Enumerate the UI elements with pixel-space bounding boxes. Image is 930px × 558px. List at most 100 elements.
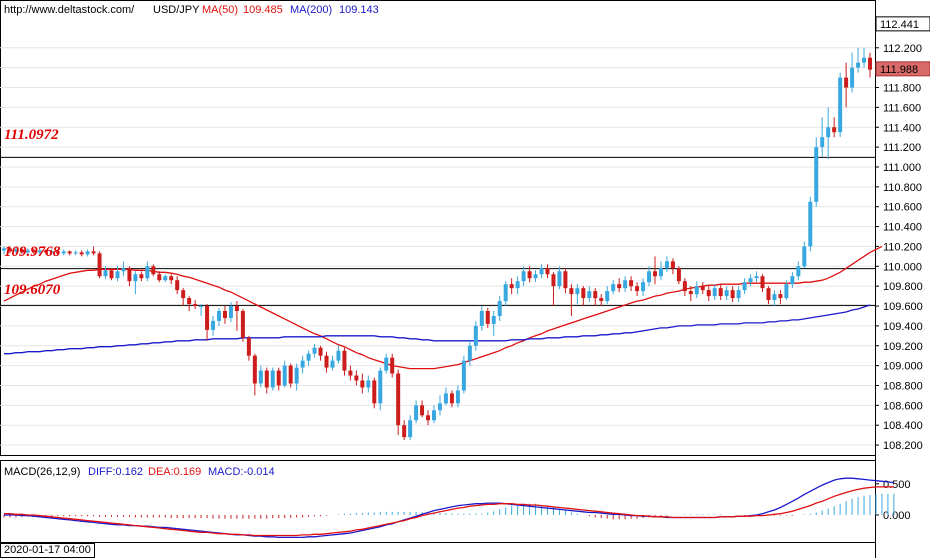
candle-body[interactable] [145,266,150,279]
candle-body[interactable] [509,284,514,289]
candle-body[interactable] [199,306,204,308]
candle-body[interactable] [754,276,759,279]
candle-body[interactable] [820,137,825,148]
candle-body[interactable] [545,268,550,275]
candle-body[interactable] [169,276,174,281]
candle-body[interactable] [862,57,867,63]
candle-body[interactable] [521,271,526,282]
candle-body[interactable] [414,405,419,421]
candle-body[interactable] [324,355,329,368]
candle-body[interactable] [342,350,347,371]
candle-body[interactable] [205,306,210,330]
candle-body[interactable] [742,282,747,291]
candle-body[interactable] [706,290,711,297]
candle-body[interactable] [682,281,687,292]
candle-body[interactable] [491,315,496,324]
candle-body[interactable] [240,310,245,338]
candle-body[interactable] [599,298,604,302]
candle-body[interactable] [730,290,735,299]
candle-body[interactable] [868,57,872,70]
candle-body[interactable] [712,288,717,297]
candle-body[interactable] [479,310,484,326]
candle-body[interactable] [181,290,186,299]
candle-body[interactable] [467,345,472,361]
candle-body[interactable] [390,357,395,374]
candle-body[interactable] [49,251,54,253]
candle-body[interactable] [37,250,42,253]
candle-body[interactable] [641,282,646,292]
candle-body[interactable] [264,370,269,388]
candle-body[interactable] [539,268,544,275]
candle-body[interactable] [408,420,413,438]
candle-body[interactable] [163,276,168,281]
candle-body[interactable] [300,360,305,368]
candle-body[interactable] [563,271,568,289]
candle-body[interactable] [844,77,849,88]
candle-body[interactable] [623,280,628,289]
candle-body[interactable] [724,290,729,297]
candle-body[interactable] [581,288,586,299]
candle-body[interactable] [557,271,562,287]
candle-body[interactable] [432,410,437,421]
candle-body[interactable] [605,291,610,302]
candle-body[interactable] [647,271,652,283]
candle-body[interactable] [772,294,777,301]
candle-body[interactable] [67,251,72,254]
candle-body[interactable] [814,147,819,202]
candle-body[interactable] [850,67,855,88]
candle-body[interactable] [694,286,699,295]
candle-body[interactable] [575,288,580,295]
candle-body[interactable] [79,252,84,255]
candle-body[interactable] [348,370,353,376]
candle-body[interactable] [503,284,508,302]
candle-body[interactable] [288,365,293,384]
candle-body[interactable] [151,266,156,275]
candle-body[interactable] [109,270,114,279]
candle-body[interactable] [802,246,807,267]
candle-body[interactable] [252,355,257,384]
candle-body[interactable] [420,405,425,416]
candle-body[interactable] [784,284,789,299]
candle-body[interactable] [778,294,783,299]
candle-body[interactable] [25,250,30,253]
candle-body[interactable] [718,288,723,297]
candle-body[interactable] [551,274,556,287]
candle-body[interactable] [13,249,18,252]
candle-body[interactable] [276,370,281,386]
candle-body[interactable] [658,268,663,277]
candle-body[interactable] [7,248,12,252]
candle-body[interactable] [766,288,771,301]
candle-body[interactable] [228,306,233,318]
candle-body[interactable] [760,276,765,289]
candle-body[interactable] [796,266,801,277]
candle-body[interactable] [103,270,108,277]
candle-body[interactable] [282,365,287,386]
candle-body[interactable] [2,248,6,251]
candle-body[interactable] [115,271,120,279]
candle-body[interactable] [455,390,460,404]
candle-body[interactable] [91,251,96,254]
candle-body[interactable] [396,373,401,426]
candle-body[interactable] [611,284,616,292]
candle-body[interactable] [217,310,222,321]
candle-body[interactable] [587,291,592,299]
candle-body[interactable] [402,425,407,438]
candle-body[interactable] [43,250,48,253]
candle-body[interactable] [826,127,831,138]
candle-body[interactable] [790,276,795,285]
candle-body[interactable] [700,286,705,291]
candle-body[interactable] [211,320,216,330]
candle-body[interactable] [384,357,389,371]
candle-body[interactable] [426,415,431,421]
candle-body[interactable] [97,253,102,277]
candle-body[interactable] [635,286,640,292]
candle-body[interactable] [193,304,198,307]
candle-body[interactable] [175,280,180,291]
candle-body[interactable] [664,261,669,269]
candle-body[interactable] [234,306,239,311]
candle-body[interactable] [629,280,634,287]
candle-body[interactable] [736,290,741,299]
candle-body[interactable] [354,375,359,381]
candle-body[interactable] [73,252,78,254]
